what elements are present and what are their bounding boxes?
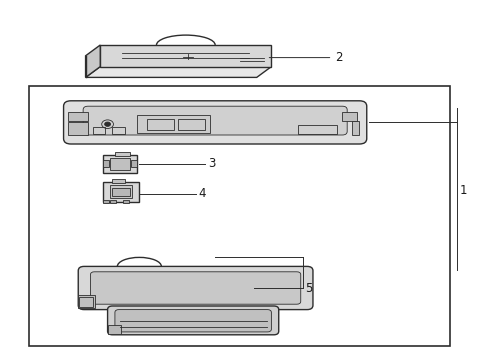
Bar bbox=[115, 152, 129, 156]
Bar bbox=[68, 122, 88, 135]
FancyBboxPatch shape bbox=[115, 310, 271, 332]
Bar bbox=[298, 125, 337, 134]
Bar bbox=[112, 127, 124, 134]
Bar bbox=[68, 112, 88, 121]
Polygon shape bbox=[100, 45, 271, 67]
Bar bbox=[102, 182, 139, 202]
Bar bbox=[146, 119, 173, 130]
Bar bbox=[93, 127, 105, 134]
Bar bbox=[79, 297, 93, 307]
Bar bbox=[137, 115, 210, 133]
Bar bbox=[123, 200, 129, 203]
Bar bbox=[178, 119, 205, 130]
Text: 4: 4 bbox=[198, 187, 205, 200]
Bar bbox=[78, 295, 95, 308]
Bar bbox=[29, 86, 449, 346]
Bar bbox=[107, 325, 121, 334]
FancyBboxPatch shape bbox=[83, 106, 346, 135]
Polygon shape bbox=[85, 67, 271, 77]
FancyBboxPatch shape bbox=[63, 101, 366, 144]
Bar bbox=[110, 200, 116, 203]
Text: 5: 5 bbox=[305, 282, 312, 294]
Polygon shape bbox=[85, 45, 100, 77]
Bar bbox=[351, 121, 359, 135]
Bar bbox=[342, 112, 356, 121]
Bar bbox=[102, 200, 108, 203]
Bar bbox=[110, 185, 132, 198]
Bar bbox=[102, 160, 108, 167]
Text: 2: 2 bbox=[334, 51, 342, 64]
FancyBboxPatch shape bbox=[107, 306, 278, 335]
Bar bbox=[102, 155, 137, 173]
Circle shape bbox=[104, 122, 110, 126]
Text: 1: 1 bbox=[459, 184, 466, 197]
Bar bbox=[110, 158, 129, 170]
Bar bbox=[131, 160, 137, 167]
Bar bbox=[112, 188, 129, 196]
FancyBboxPatch shape bbox=[90, 272, 300, 304]
FancyBboxPatch shape bbox=[78, 266, 312, 310]
Bar bbox=[112, 179, 124, 183]
Text: 3: 3 bbox=[207, 157, 215, 170]
